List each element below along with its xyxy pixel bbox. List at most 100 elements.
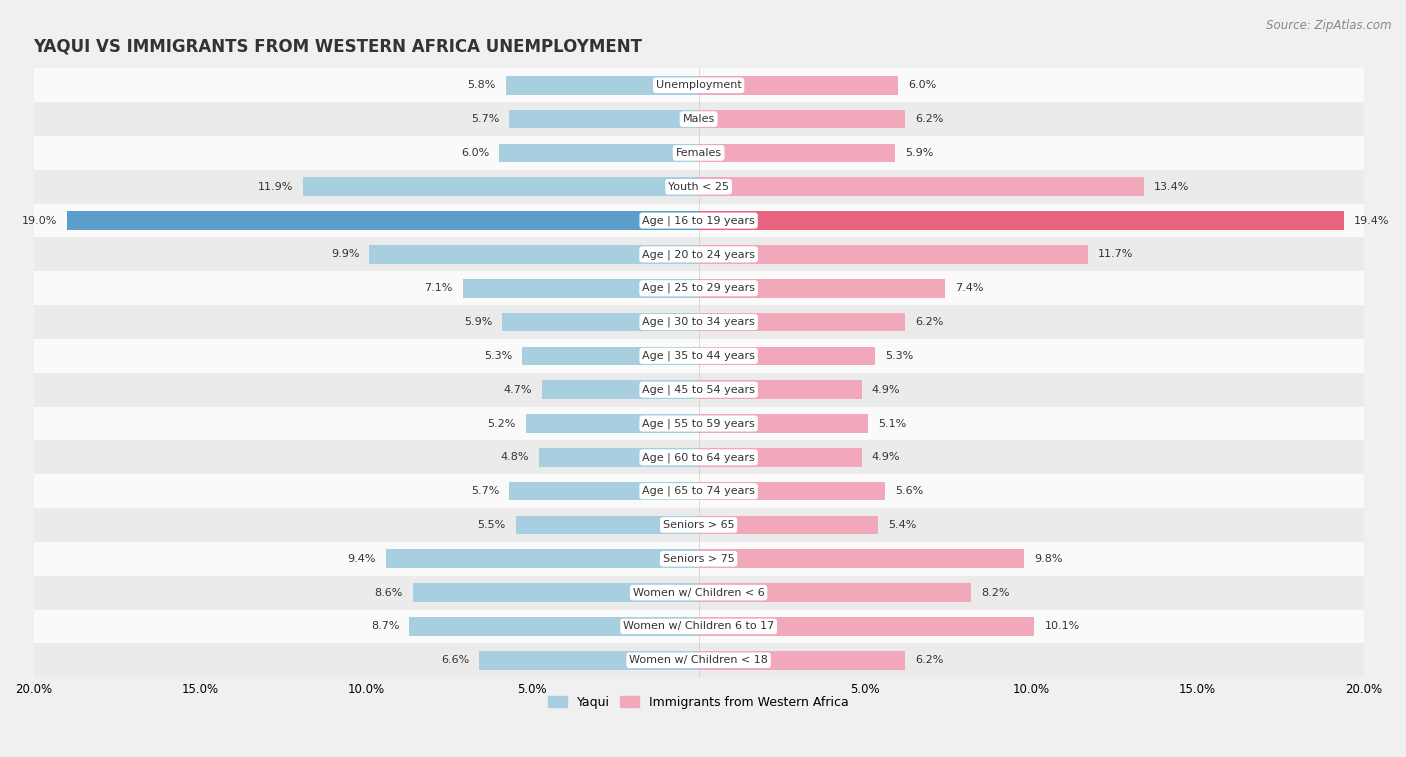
Bar	[699, 313, 905, 332]
Bar	[34, 542, 1364, 576]
Bar	[34, 68, 1364, 102]
Text: 6.2%: 6.2%	[915, 317, 943, 327]
Text: 9.4%: 9.4%	[347, 554, 375, 564]
Bar	[699, 516, 879, 534]
Text: Unemployment: Unemployment	[655, 80, 741, 90]
Bar	[699, 617, 1035, 636]
Bar	[34, 407, 1364, 441]
Bar	[699, 347, 875, 365]
Text: 5.8%: 5.8%	[467, 80, 496, 90]
Text: Females: Females	[675, 148, 721, 158]
Bar	[699, 279, 945, 298]
Bar	[67, 211, 699, 230]
Bar	[699, 76, 898, 95]
Bar	[409, 617, 699, 636]
Text: 8.7%: 8.7%	[371, 621, 399, 631]
Bar	[699, 584, 972, 602]
Text: 19.4%: 19.4%	[1354, 216, 1389, 226]
Text: 6.2%: 6.2%	[915, 114, 943, 124]
Bar	[543, 380, 699, 399]
Text: 5.7%: 5.7%	[471, 114, 499, 124]
Bar	[699, 144, 894, 162]
Bar	[502, 313, 699, 332]
Text: 6.0%: 6.0%	[461, 148, 489, 158]
Bar	[34, 576, 1364, 609]
Text: Women w/ Children 6 to 17: Women w/ Children 6 to 17	[623, 621, 775, 631]
Bar	[34, 238, 1364, 271]
Text: 8.2%: 8.2%	[981, 587, 1010, 597]
Bar	[370, 245, 699, 263]
Bar	[34, 372, 1364, 407]
Bar	[699, 550, 1025, 568]
Bar	[412, 584, 699, 602]
Text: 5.1%: 5.1%	[879, 419, 907, 428]
Text: 5.3%: 5.3%	[884, 350, 912, 361]
Text: Source: ZipAtlas.com: Source: ZipAtlas.com	[1267, 19, 1392, 32]
Text: 7.4%: 7.4%	[955, 283, 983, 293]
Text: Women w/ Children < 6: Women w/ Children < 6	[633, 587, 765, 597]
Bar	[699, 380, 862, 399]
Bar	[699, 651, 905, 669]
Text: 9.8%: 9.8%	[1035, 554, 1063, 564]
Text: 11.7%: 11.7%	[1098, 249, 1133, 260]
Legend: Yaqui, Immigrants from Western Africa: Yaqui, Immigrants from Western Africa	[544, 690, 853, 714]
Text: 9.9%: 9.9%	[330, 249, 360, 260]
Bar	[34, 643, 1364, 678]
Text: Age | 25 to 29 years: Age | 25 to 29 years	[643, 283, 755, 294]
Text: 5.5%: 5.5%	[478, 520, 506, 530]
Bar	[516, 516, 699, 534]
Bar	[699, 245, 1088, 263]
Bar	[34, 339, 1364, 372]
Text: 6.2%: 6.2%	[915, 656, 943, 665]
Text: Women w/ Children < 18: Women w/ Children < 18	[628, 656, 768, 665]
Text: Age | 30 to 34 years: Age | 30 to 34 years	[643, 316, 755, 327]
Text: Age | 55 to 59 years: Age | 55 to 59 years	[643, 419, 755, 428]
Bar	[538, 448, 699, 466]
Text: 6.0%: 6.0%	[908, 80, 936, 90]
Text: 4.9%: 4.9%	[872, 453, 900, 463]
Bar	[699, 448, 862, 466]
Bar	[699, 211, 1344, 230]
Text: Seniors > 75: Seniors > 75	[662, 554, 734, 564]
Text: Males: Males	[682, 114, 714, 124]
Bar	[463, 279, 699, 298]
Text: Age | 60 to 64 years: Age | 60 to 64 years	[643, 452, 755, 463]
Text: 5.7%: 5.7%	[471, 486, 499, 496]
Text: 5.9%: 5.9%	[905, 148, 934, 158]
Bar	[509, 110, 699, 129]
Text: 4.7%: 4.7%	[503, 385, 533, 394]
Bar	[387, 550, 699, 568]
Bar	[509, 482, 699, 500]
Bar	[34, 474, 1364, 508]
Text: 8.6%: 8.6%	[374, 587, 402, 597]
Bar	[34, 609, 1364, 643]
Text: 5.9%: 5.9%	[464, 317, 492, 327]
Text: Age | 45 to 54 years: Age | 45 to 54 years	[643, 385, 755, 395]
Text: YAQUI VS IMMIGRANTS FROM WESTERN AFRICA UNEMPLOYMENT: YAQUI VS IMMIGRANTS FROM WESTERN AFRICA …	[34, 38, 643, 56]
Text: 11.9%: 11.9%	[257, 182, 292, 192]
Text: 4.8%: 4.8%	[501, 453, 529, 463]
Bar	[699, 414, 869, 433]
Bar	[506, 76, 699, 95]
Text: 10.1%: 10.1%	[1045, 621, 1080, 631]
Bar	[34, 441, 1364, 474]
Bar	[526, 414, 699, 433]
Text: Age | 16 to 19 years: Age | 16 to 19 years	[643, 215, 755, 226]
Text: Age | 65 to 74 years: Age | 65 to 74 years	[643, 486, 755, 497]
Text: 19.0%: 19.0%	[21, 216, 56, 226]
Text: 7.1%: 7.1%	[425, 283, 453, 293]
Text: 5.3%: 5.3%	[484, 350, 512, 361]
Bar	[699, 110, 905, 129]
Bar	[34, 305, 1364, 339]
Text: 4.9%: 4.9%	[872, 385, 900, 394]
Bar	[699, 482, 884, 500]
Text: Age | 35 to 44 years: Age | 35 to 44 years	[643, 350, 755, 361]
Text: Seniors > 65: Seniors > 65	[662, 520, 734, 530]
Bar	[34, 136, 1364, 170]
Bar	[34, 170, 1364, 204]
Bar	[34, 271, 1364, 305]
Bar	[499, 144, 699, 162]
Bar	[34, 102, 1364, 136]
Bar	[479, 651, 699, 669]
Bar	[302, 177, 699, 196]
